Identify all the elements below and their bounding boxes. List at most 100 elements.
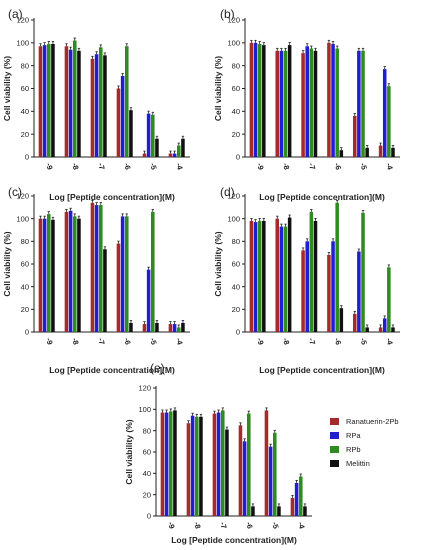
y-tick-label: 60 xyxy=(21,260,29,269)
x-tick-label: -5 xyxy=(148,337,158,346)
y-tick-label: 100 xyxy=(16,214,29,223)
bar-ranatuerin-2pb-2 xyxy=(275,50,280,158)
bar-melittin-1 xyxy=(51,219,55,332)
bar-rpb-2 xyxy=(283,226,288,332)
bar-ranatuerin-2pb-3 xyxy=(301,250,305,332)
panel-label: (a) xyxy=(8,7,23,21)
bar-rpb-5 xyxy=(151,211,155,332)
bar-rpa-5 xyxy=(146,269,151,332)
bar-rpb-2 xyxy=(73,216,77,332)
legend-swatch xyxy=(330,446,339,453)
bar-melittin-6 xyxy=(181,322,185,332)
bar-ranatuerin-2pb-1 xyxy=(160,412,165,516)
y-axis-label: Cell viability (%) xyxy=(124,419,134,484)
bar-melittin-1 xyxy=(262,45,266,157)
bar-rpb-4 xyxy=(125,46,129,158)
x-tick-label: -9 xyxy=(44,337,54,346)
bar-rpa-1 xyxy=(253,222,258,332)
bar-ranatuerin-2pb-4 xyxy=(327,42,331,158)
bar-ranatuerin-2pb-3 xyxy=(90,202,95,332)
bar-rpa-1 xyxy=(253,42,258,158)
bar-ranatuerin-2pb-6 xyxy=(378,327,383,332)
y-tick-label: 120 xyxy=(16,16,29,25)
legend-label: Ranatuerin-2Pb xyxy=(346,417,399,426)
y-tick-label: 80 xyxy=(143,426,151,435)
bar-rpb-4 xyxy=(335,48,339,157)
bar-rpb-3 xyxy=(309,48,314,157)
y-axis-label: Cell viability (%) xyxy=(2,231,12,296)
bar-melittin-3 xyxy=(103,249,107,332)
panel-label: (e) xyxy=(150,361,165,375)
legend-label: RPa xyxy=(346,431,361,440)
bar-rpa-4 xyxy=(331,43,335,157)
bar-rpb-6 xyxy=(177,327,181,332)
x-tick-label: -4 xyxy=(296,521,307,531)
legend-swatch xyxy=(330,418,339,425)
bar-rpa-5 xyxy=(357,50,361,158)
bar-rpa-1 xyxy=(164,412,169,516)
chart-panel-3: (c) 0 20 40 60 80 100 120 Cell viability (%) -9 -8… xyxy=(2,185,190,375)
bar-rpb-4 xyxy=(125,216,129,332)
bar-ranatuerin-2pb-1 xyxy=(38,218,43,332)
legend: Ranatuerin-2Pb RPa RPb Melittin xyxy=(330,417,399,468)
bar-ranatuerin-2pb-2 xyxy=(64,46,69,158)
x-tick-label: -9 xyxy=(44,162,54,171)
y-tick-label: 0 xyxy=(25,153,29,162)
bar-melittin-3 xyxy=(225,429,229,516)
x-tick-label: -8 xyxy=(70,162,80,171)
x-tick-label: -8 xyxy=(70,337,80,346)
bar-melittin-2 xyxy=(287,45,292,157)
x-axis-label: Log [Peptide concentration](M) xyxy=(171,535,297,545)
chart-panel-2: (b) 0 20 40 60 80 100 120 Cell viability (%) -9 -8… xyxy=(213,7,400,202)
y-tick-label: 60 xyxy=(232,84,240,93)
bar-melittin-1 xyxy=(262,220,266,332)
x-tick-label: -6 xyxy=(244,521,254,530)
x-tick-label: -5 xyxy=(148,162,158,171)
y-tick-label: 20 xyxy=(21,305,29,314)
bar-ranatuerin-2pb-5 xyxy=(352,115,357,157)
bar-ranatuerin-2pb-5 xyxy=(142,153,147,157)
bar-rpb-1 xyxy=(47,214,51,332)
bar-rpb-6 xyxy=(299,476,303,516)
bar-rpb-1 xyxy=(169,411,173,516)
y-tick-label: 20 xyxy=(232,130,240,139)
bar-rpa-6 xyxy=(382,318,387,332)
bar-melittin-5 xyxy=(277,506,281,516)
x-tick-label: -6 xyxy=(333,162,343,171)
bar-melittin-5 xyxy=(155,322,159,332)
bar-melittin-4 xyxy=(129,110,133,157)
y-axis-label: Cell viability (%) xyxy=(213,231,223,296)
bar-rpb-5 xyxy=(151,114,155,157)
y-tick-label: 80 xyxy=(21,237,29,246)
y-tick-label: 0 xyxy=(236,153,240,162)
bar-rpb-5 xyxy=(273,432,277,516)
y-tick-label: 20 xyxy=(21,130,29,139)
bar-rpa-5 xyxy=(268,446,273,516)
bar-melittin-4 xyxy=(251,506,255,516)
bar-rpa-4 xyxy=(120,216,125,332)
y-tick-label: 60 xyxy=(143,448,151,457)
y-tick-label: 40 xyxy=(21,107,29,116)
y-tick-label: 100 xyxy=(227,214,240,223)
bar-ranatuerin-2pb-4 xyxy=(116,88,121,157)
bar-rpb-3 xyxy=(99,47,103,157)
panel-label: (c) xyxy=(8,185,22,199)
bar-rpa-6 xyxy=(172,153,177,157)
bar-rpb-5 xyxy=(361,213,365,332)
x-tick-label: -5 xyxy=(358,162,368,171)
y-tick-label: 100 xyxy=(138,405,151,414)
bar-melittin-6 xyxy=(391,327,395,332)
bar-rpa-2 xyxy=(68,210,73,332)
bar-rpa-4 xyxy=(331,241,335,332)
x-tick-label: -6 xyxy=(333,337,343,346)
y-tick-label: 120 xyxy=(227,192,240,201)
bar-rpa-4 xyxy=(242,441,247,516)
x-tick-label: -9 xyxy=(255,337,265,346)
x-tick-label: -8 xyxy=(281,162,291,171)
bar-rpb-6 xyxy=(387,86,391,157)
bar-rpa-2 xyxy=(68,49,73,157)
bar-rpb-6 xyxy=(177,145,181,157)
bar-melittin-6 xyxy=(181,138,185,157)
bar-melittin-6 xyxy=(391,147,395,157)
